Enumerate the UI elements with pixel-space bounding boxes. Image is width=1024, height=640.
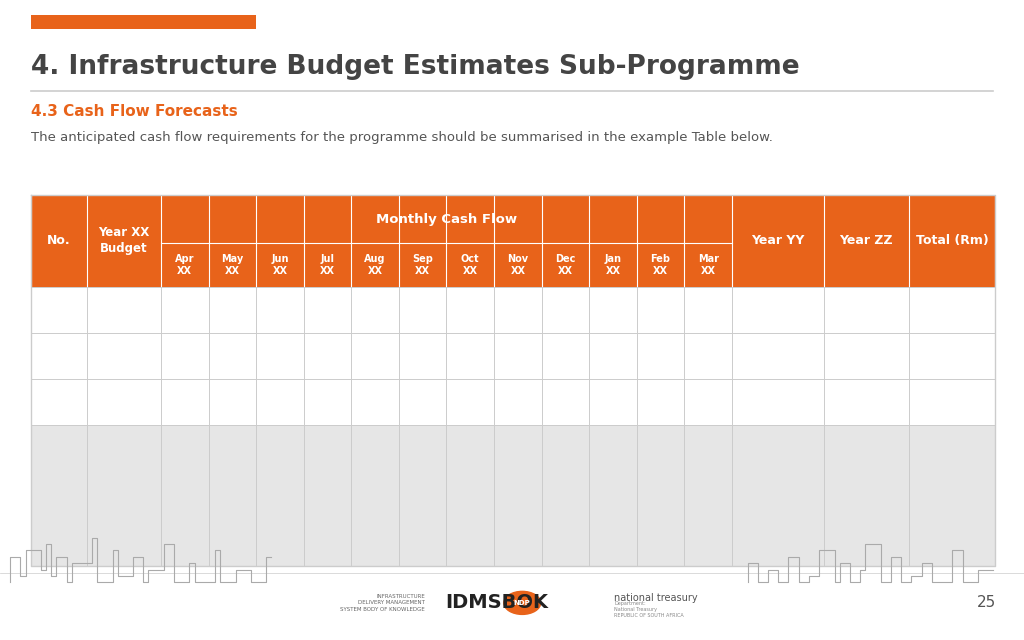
Bar — [399, 243, 446, 287]
Bar — [446, 243, 494, 287]
Bar — [908, 195, 995, 287]
Bar — [542, 243, 589, 287]
Bar — [161, 195, 732, 243]
Text: May
XX: May XX — [221, 254, 244, 276]
Text: The anticipated cash flow requirements for the programme should be summarised in: The anticipated cash flow requirements f… — [31, 131, 772, 144]
Bar — [351, 243, 399, 287]
Text: Apr
XX: Apr XX — [175, 254, 195, 276]
Text: Dec
XX: Dec XX — [555, 254, 575, 276]
Bar — [161, 243, 209, 287]
Bar — [823, 195, 908, 287]
Text: 4. Infrastructure Budget Estimates Sub-Programme: 4. Infrastructure Budget Estimates Sub-P… — [31, 54, 800, 81]
Text: national treasury: national treasury — [614, 593, 698, 604]
Text: Jan
XX: Jan XX — [604, 254, 622, 276]
Bar — [31, 379, 995, 425]
Text: 4.3 Cash Flow Forecasts: 4.3 Cash Flow Forecasts — [31, 104, 238, 118]
Bar — [31, 425, 995, 566]
Text: No.: No. — [47, 234, 71, 248]
Text: Aug
XX: Aug XX — [365, 254, 386, 276]
Text: Monthly Cash Flow: Monthly Cash Flow — [376, 212, 517, 226]
Text: Department:
National Treasury
REPUBLIC OF SOUTH AFRICA: Department: National Treasury REPUBLIC O… — [614, 601, 684, 618]
Text: Mar
XX: Mar XX — [697, 254, 719, 276]
Text: Sep
XX: Sep XX — [413, 254, 433, 276]
Bar — [31, 287, 995, 333]
Text: NDP: NDP — [514, 600, 530, 606]
Text: Total (Rm): Total (Rm) — [915, 234, 988, 248]
Bar — [209, 243, 256, 287]
Text: Feb
XX: Feb XX — [650, 254, 671, 276]
Text: INFRASTRUCTURE
DELIVERY MANAGEMENT
SYSTEM BODY OF KNOWLEDGE: INFRASTRUCTURE DELIVERY MANAGEMENT SYSTE… — [340, 594, 425, 612]
Bar — [637, 243, 684, 287]
Bar — [31, 195, 87, 287]
Text: 25: 25 — [977, 595, 996, 611]
Text: Year ZZ: Year ZZ — [840, 234, 893, 248]
Bar — [31, 333, 995, 379]
Bar — [494, 243, 542, 287]
Text: Year YY: Year YY — [752, 234, 805, 248]
Bar — [732, 195, 823, 287]
Text: Oct
XX: Oct XX — [461, 254, 479, 276]
Bar — [684, 243, 732, 287]
Bar — [589, 243, 637, 287]
FancyBboxPatch shape — [31, 15, 256, 29]
Bar — [87, 195, 161, 287]
Bar — [304, 243, 351, 287]
Circle shape — [504, 591, 541, 614]
Text: Nov
XX: Nov XX — [507, 254, 528, 276]
Text: Jun
XX: Jun XX — [271, 254, 289, 276]
Text: Year XX
Budget: Year XX Budget — [98, 227, 150, 255]
Bar — [256, 243, 304, 287]
Text: Jul
XX: Jul XX — [319, 254, 335, 276]
Text: IDMSBOK: IDMSBOK — [445, 593, 549, 612]
